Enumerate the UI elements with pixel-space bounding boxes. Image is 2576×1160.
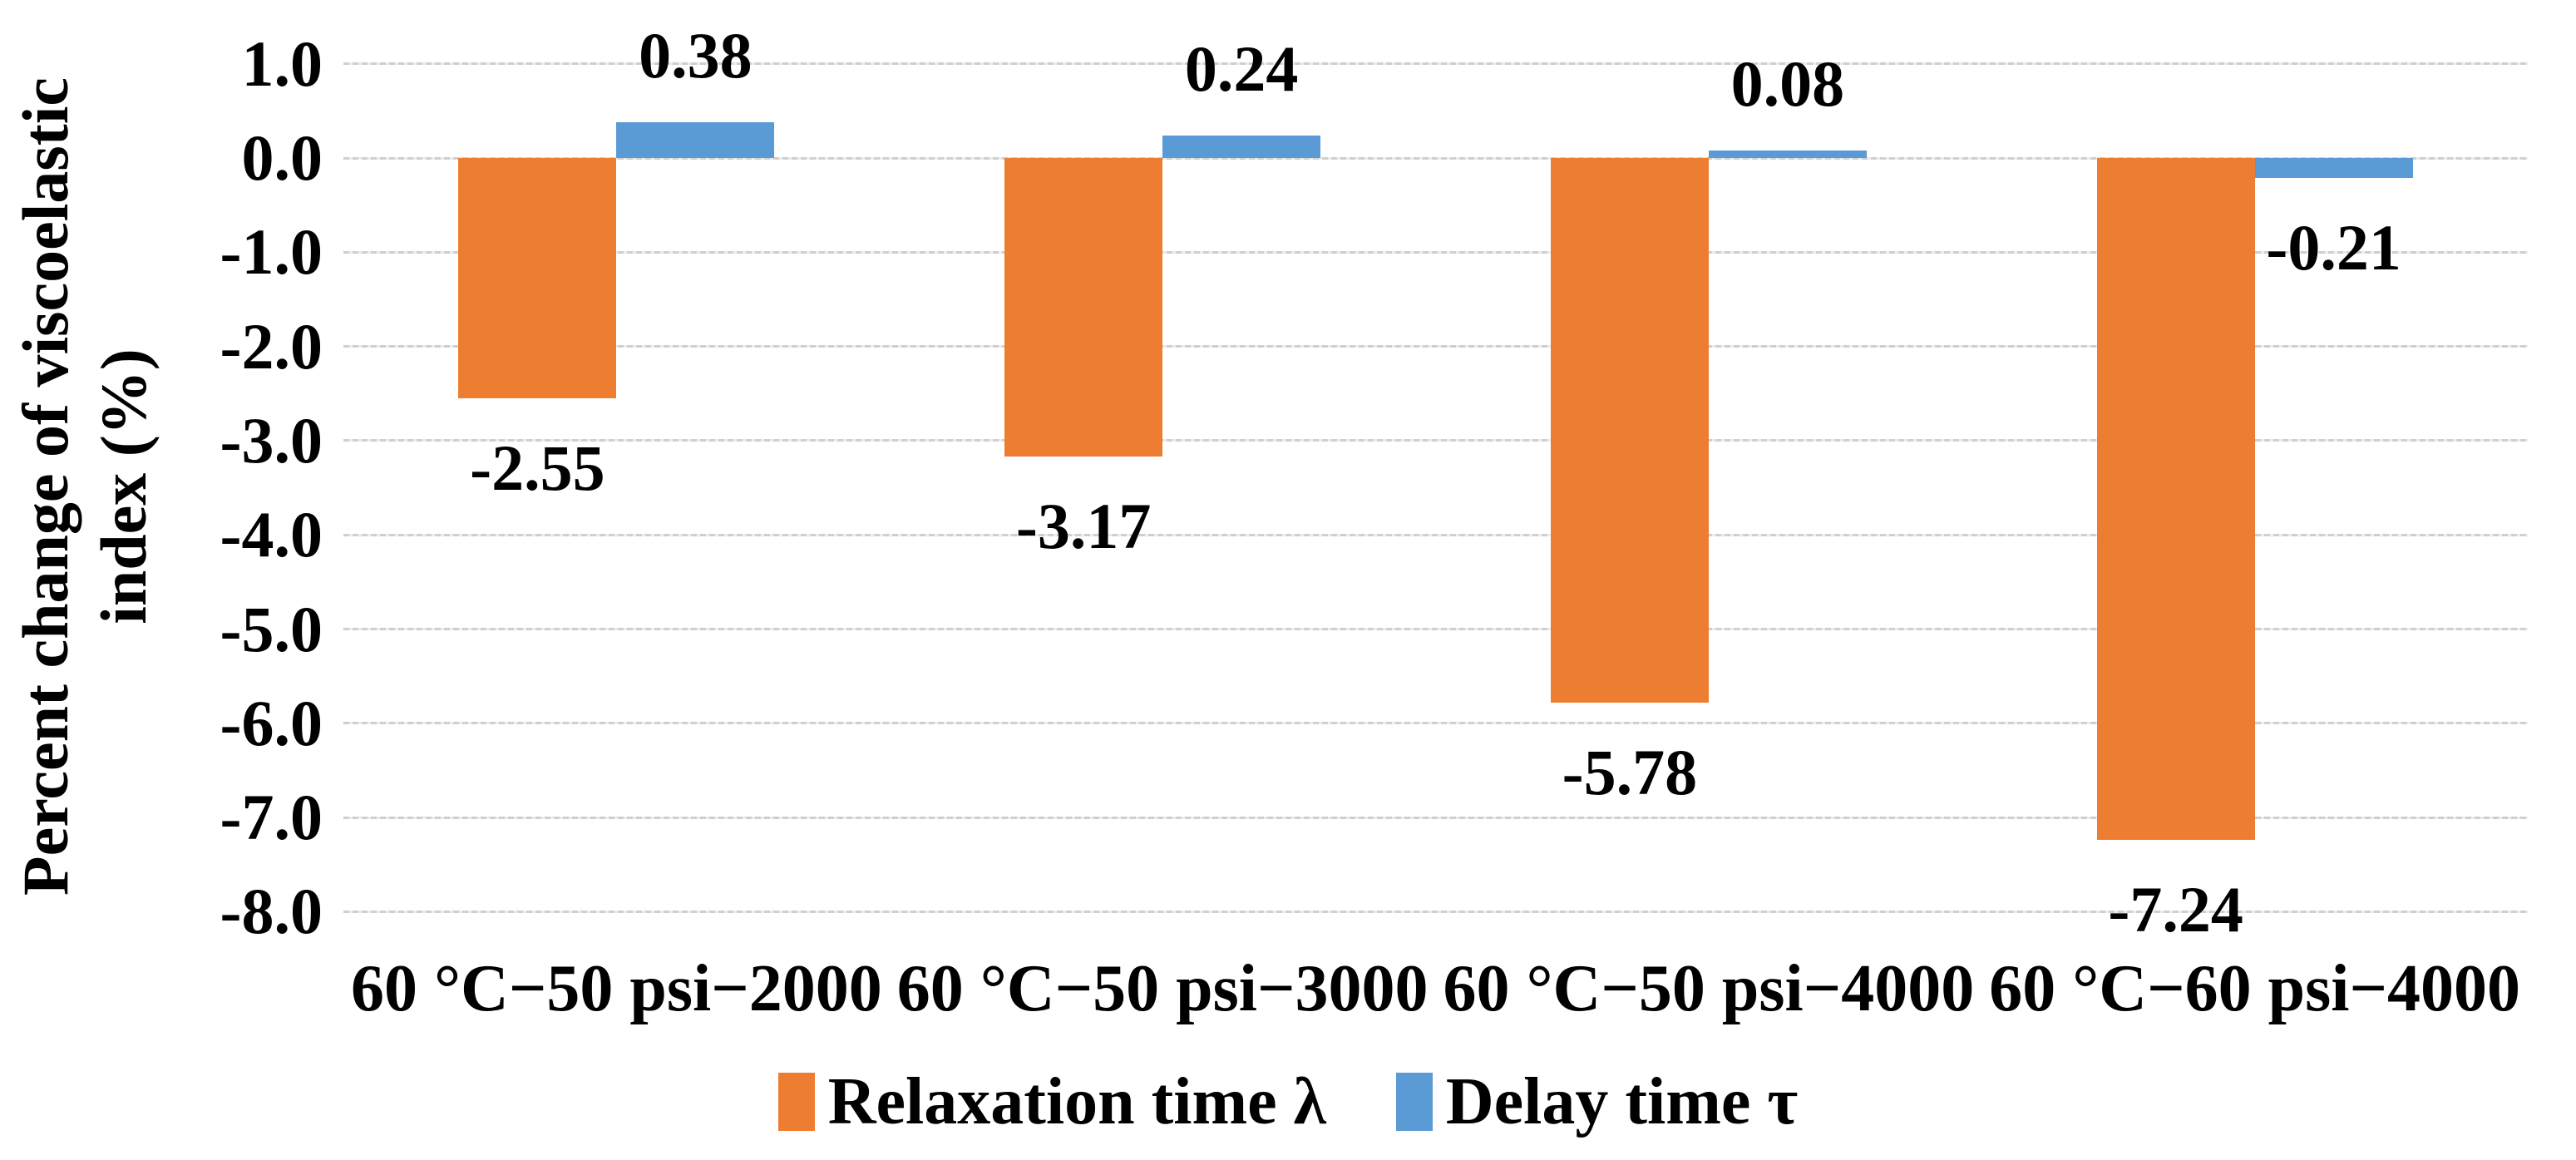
legend-item: Relaxation time λ bbox=[777, 1065, 1326, 1138]
bar-value-label: -3.17 bbox=[1015, 490, 1152, 563]
legend-swatch-icon bbox=[1395, 1073, 1433, 1131]
gridline bbox=[343, 156, 2528, 160]
bar-value-label: 0.24 bbox=[1184, 32, 1299, 105]
gridline bbox=[343, 628, 2528, 630]
bar bbox=[1004, 158, 1163, 457]
bar bbox=[1550, 158, 1709, 703]
legend: Relaxation time λ Delay time τ bbox=[0, 1067, 2576, 1137]
bar-value-label: -2.55 bbox=[470, 431, 605, 504]
bar bbox=[2254, 158, 2413, 178]
y-tick-label: 0.0 bbox=[241, 121, 323, 194]
gridline bbox=[343, 345, 2528, 348]
y-tick-label: -8.0 bbox=[220, 875, 323, 948]
bar-value-label: 0.38 bbox=[639, 18, 753, 91]
bar bbox=[2096, 158, 2255, 841]
y-tick-label: -4.0 bbox=[220, 498, 323, 571]
legend-swatch-icon bbox=[777, 1073, 815, 1131]
y-tick-label: -2.0 bbox=[220, 309, 323, 383]
gridline bbox=[343, 533, 2528, 536]
bar-value-label: -7.24 bbox=[2108, 873, 2243, 946]
y-tick-label: -5.0 bbox=[220, 592, 323, 665]
bar bbox=[1708, 150, 1867, 158]
y-tick-label: 1.0 bbox=[241, 27, 323, 100]
bar-value-label: 0.08 bbox=[1730, 47, 1845, 120]
y-tick-label: -3.0 bbox=[220, 403, 323, 476]
y-tick-label: -6.0 bbox=[220, 686, 323, 759]
x-category-label: 60 °C−50 psi−4000 bbox=[1443, 952, 1975, 1025]
gridline bbox=[343, 816, 2528, 819]
y-tick-label: -7.0 bbox=[220, 781, 323, 854]
gridline bbox=[343, 62, 2528, 66]
gridline bbox=[343, 910, 2528, 913]
legend-item: Delay time τ bbox=[1395, 1065, 1799, 1138]
x-category-label: 60 °C−60 psi−4000 bbox=[1989, 952, 2521, 1025]
bar bbox=[1162, 135, 1321, 158]
bar-value-label: -5.78 bbox=[1562, 735, 1698, 808]
legend-label: Relaxation time λ bbox=[827, 1065, 1326, 1138]
y-tick-label: -1.0 bbox=[220, 215, 323, 289]
gridline bbox=[343, 722, 2528, 725]
legend-label: Delay time τ bbox=[1445, 1065, 1799, 1138]
gridline bbox=[343, 250, 2528, 254]
gridline bbox=[343, 439, 2528, 442]
bar bbox=[458, 158, 617, 398]
bar bbox=[616, 121, 775, 158]
x-category-label: 60 °C−50 psi−2000 bbox=[350, 952, 882, 1025]
bar-value-label: -0.21 bbox=[2266, 210, 2401, 284]
x-category-label: 60 °C−50 psi−3000 bbox=[896, 952, 1429, 1025]
